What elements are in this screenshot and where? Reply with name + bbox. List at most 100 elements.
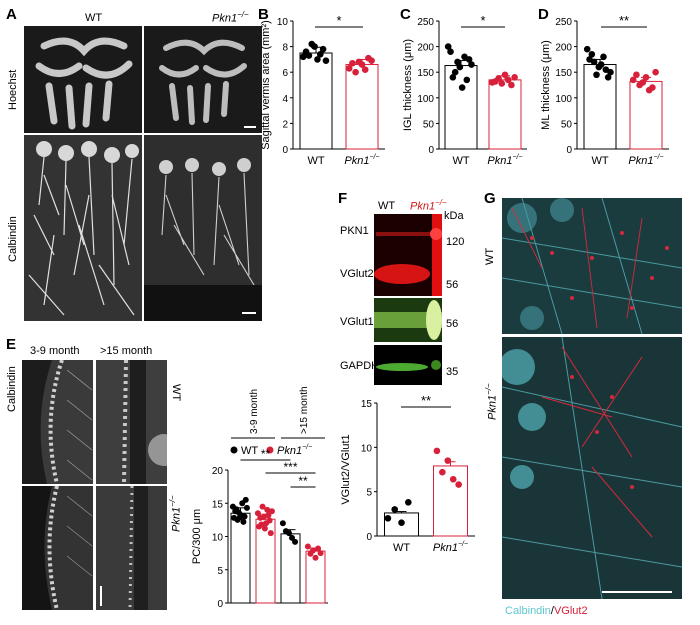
y-tick-label: 2 — [282, 119, 288, 130]
data-point — [439, 468, 446, 476]
data-point — [633, 71, 640, 79]
y-tick-label: 4 — [282, 94, 288, 105]
data-point — [504, 76, 512, 84]
data-point — [604, 74, 612, 81]
legend-marker-ko — [266, 446, 274, 454]
bar — [629, 80, 663, 150]
data-point — [267, 530, 274, 537]
legend-separator: / — [550, 605, 554, 617]
y-tick-label: 10 — [277, 17, 289, 28]
y-tick-label: 20 — [212, 466, 224, 477]
blot-kda-vglut1: 56 — [446, 318, 459, 330]
data-point — [384, 514, 392, 522]
data-point — [602, 66, 610, 73]
blot-label-vglut1: VGlut1 — [340, 316, 374, 328]
data-point — [316, 50, 324, 58]
y-tick-label: 5 — [217, 566, 223, 577]
sig-marker: * — [336, 13, 341, 28]
data-point — [279, 520, 286, 527]
data-point — [240, 518, 247, 525]
y-tick-label: 50 — [561, 119, 573, 130]
data-point — [258, 521, 265, 528]
x-tick-label: WT — [591, 155, 608, 167]
panel-f-lane-ko: Pkn1−/− — [410, 198, 447, 213]
y-tick-label: 0 — [217, 599, 223, 610]
data-point — [317, 550, 324, 557]
data-point — [365, 54, 372, 62]
legend-label-ko: Pkn1−/− — [277, 444, 312, 457]
x-tick-label: Pkn1−/− — [344, 154, 379, 167]
legend-marker-wt — [230, 446, 238, 454]
y-tick-label: 250 — [417, 17, 434, 28]
chart-e: 0 5 10 15 20 PC/300 μm 3-9 month >15 month WT Pkn… — [191, 386, 328, 610]
bar — [299, 52, 333, 150]
data-point — [235, 509, 242, 516]
data-point — [501, 71, 509, 79]
data-point — [593, 71, 600, 79]
panel-f-kda-label: kDa — [444, 210, 464, 222]
data-point — [259, 503, 266, 510]
y-tick-label: 0 — [366, 532, 372, 543]
y-tick-label: 200 — [417, 43, 434, 54]
panel-a-ko-header: Pkn1−/− — [212, 10, 249, 25]
data-point — [305, 52, 313, 59]
blot-label-pkn1: PKN1 — [340, 225, 369, 237]
data-point — [264, 506, 271, 513]
data-point — [352, 68, 359, 76]
y-tick-label: 0 — [566, 145, 572, 156]
data-point — [355, 58, 363, 66]
y-tick-label: 0 — [428, 145, 434, 156]
panel-a-calbindin-label: Calbindin — [7, 216, 19, 262]
sig-marker: *** — [283, 460, 297, 474]
x-tick-label: Pkn1−/− — [487, 154, 522, 167]
y-axis-label: ML thickness (μm) — [540, 40, 552, 130]
data-point — [361, 66, 369, 73]
group-label: 3-9 month — [249, 389, 260, 434]
chart-f: 0 5 10 15 VGlut2/VGlut1 WT Pkn1−/− ** — [340, 393, 475, 554]
y-axis-label: Sagittal vermis area (mm²) — [260, 20, 272, 150]
data-point — [508, 81, 515, 89]
data-point — [447, 48, 454, 56]
panel-e-ko-young-image — [22, 486, 93, 610]
data-point — [243, 504, 250, 511]
data-point — [242, 496, 249, 503]
panel-a-calbindin-ko-image — [144, 135, 262, 321]
data-point — [645, 86, 653, 94]
data-point — [456, 63, 464, 71]
y-tick-label: 250 — [555, 17, 572, 28]
data-point — [444, 43, 452, 50]
blot-kda-gapdh: 35 — [446, 366, 459, 378]
panel-e-stain: Calbindin — [6, 366, 18, 412]
data-point — [652, 68, 659, 76]
bar — [230, 512, 251, 604]
data-point — [349, 59, 356, 67]
panel-e-ko-old-image — [96, 486, 167, 610]
legend-vglut2: VGlut2 — [553, 605, 588, 617]
panel-a-calbindin-wt-image — [24, 135, 142, 321]
data-point — [465, 56, 473, 63]
data-point — [260, 514, 267, 521]
data-point — [391, 506, 398, 513]
blot-red-image — [374, 214, 442, 296]
data-point — [315, 545, 322, 552]
x-tick-label: Pkn1−/− — [628, 154, 663, 167]
x-tick-label: Pkn1−/− — [433, 541, 468, 554]
sig-marker: ** — [298, 474, 308, 488]
y-tick-label: 15 — [212, 499, 224, 510]
panel-g-ko-row: Pkn1−/− — [484, 383, 499, 420]
panel-e-ko-row: Pkn1−/− — [168, 495, 183, 532]
y-tick-label: 100 — [555, 94, 572, 105]
blot-kda-pkn1: 120 — [446, 236, 465, 248]
data-point — [319, 45, 327, 53]
panel-b-label: B — [258, 6, 269, 23]
y-tick-label: 150 — [555, 68, 572, 79]
panel-a-label: A — [6, 6, 17, 23]
data-point — [463, 76, 471, 84]
data-point — [636, 81, 643, 89]
panel-a-hoechst-ko-image — [144, 26, 262, 133]
y-axis-label: PC/300 μm — [191, 509, 203, 564]
data-point — [449, 475, 457, 483]
panel-e-label: E — [6, 336, 17, 353]
bar — [488, 79, 522, 150]
